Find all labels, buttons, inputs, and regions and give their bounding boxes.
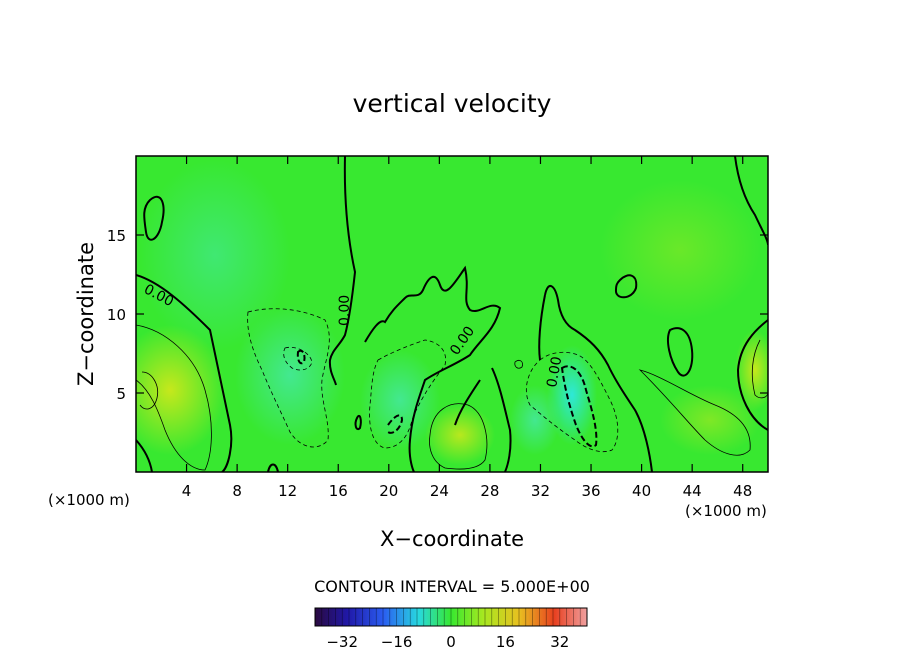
contour-right-spike xyxy=(544,285,653,472)
contour-neg-mid xyxy=(369,339,447,449)
contour-pos-left-inner xyxy=(139,371,159,410)
x-unit-label-right: (×1000 m) xyxy=(685,502,767,520)
contour-center-vertical xyxy=(328,156,357,386)
contour-upper-left-loop xyxy=(143,195,165,241)
zero-contours xyxy=(136,156,768,472)
contour-neg-strong-mid xyxy=(387,414,404,434)
field-region-yellow-left xyxy=(136,325,225,455)
field-region-cyan-mid xyxy=(360,350,440,450)
contour-label-2: 0.00 xyxy=(337,295,353,326)
colorbar-tick-label: 0 xyxy=(446,633,456,651)
contour-jagged-ridge xyxy=(364,265,502,472)
contour-neg-right xyxy=(526,351,619,453)
contour-small-loop-a xyxy=(354,414,362,430)
positive-contours xyxy=(136,324,768,471)
x-tick-label: 20 xyxy=(379,482,398,500)
field-region-cyan-strong-2 xyxy=(510,385,560,455)
contour-neg-strong-left xyxy=(296,349,306,365)
x-tick-label: 44 xyxy=(683,482,702,500)
colorbar: −32 −16 0 16 32 xyxy=(314,607,588,651)
contour-label-4: 0.00 xyxy=(544,355,565,388)
contour-neg-left xyxy=(247,308,330,448)
contour-small-loop-c xyxy=(667,327,694,377)
field-region-yellow-lower-right xyxy=(660,385,760,455)
contour-pos-right-b xyxy=(751,339,768,399)
field-region-yellow-mid xyxy=(425,405,495,465)
contour-center-bottom xyxy=(454,379,481,426)
field-region-cyan-left xyxy=(235,305,345,445)
contour-interval-text: CONTOUR INTERVAL = 5.000E+00 xyxy=(314,577,590,596)
x-tick-label: 36 xyxy=(581,482,600,500)
contour-left-lobe xyxy=(136,274,233,472)
x-tick-label: 4 xyxy=(182,482,192,500)
contour-right-spike-inner xyxy=(538,294,546,361)
colorbar-tick-label: 32 xyxy=(550,633,569,651)
y-tick-label: 10 xyxy=(107,306,126,324)
y-axis: 5 10 15 xyxy=(107,227,768,403)
x-tick-label: 40 xyxy=(632,482,651,500)
x-tick-label: 16 xyxy=(329,482,348,500)
contour-pos-right-a xyxy=(638,369,751,456)
y-tick-label: 5 xyxy=(116,385,126,403)
contour-right-edge xyxy=(736,319,768,431)
strong-negative-contours xyxy=(296,349,598,448)
contour-pos-left-outer xyxy=(136,324,212,471)
contour-pos-small xyxy=(514,359,523,369)
contour-pos-mid xyxy=(429,403,488,470)
x-tick-label: 28 xyxy=(480,482,499,500)
colorbar-ticks: −32 −16 0 16 32 xyxy=(326,633,569,651)
x-tick-label: 12 xyxy=(278,482,297,500)
y-tick-label: 15 xyxy=(107,227,126,245)
colorbar-tick-label: −32 xyxy=(326,633,358,651)
x-axis-label: X−coordinate xyxy=(380,527,524,551)
contour-upper-right xyxy=(734,156,768,246)
colorbar-segments xyxy=(314,608,588,626)
contour-bottom-loop-a xyxy=(267,463,279,472)
x-axis: 4 8 12 16 20 24 28 32 36 40 44 48 xyxy=(182,156,752,500)
plot-area: 0.00 0.00 0.00 0.00 xyxy=(136,156,768,472)
contour-mid-right xyxy=(491,367,512,472)
colorbar-tick-label: −16 xyxy=(381,633,413,651)
x-unit-label-left: (×1000 m) xyxy=(48,491,130,509)
contour-small-loop-b xyxy=(615,274,638,299)
field-region-cyan-upper xyxy=(140,160,290,350)
x-tick-label: 8 xyxy=(232,482,242,500)
chart-title: vertical velocity xyxy=(353,89,552,118)
colorbar-tick-label: 16 xyxy=(496,633,515,651)
y-axis-label: Z−coordinate xyxy=(74,242,98,386)
contour-left-bottom xyxy=(136,439,153,472)
field-region-yellow-upper-right xyxy=(600,180,760,320)
x-tick-label: 48 xyxy=(733,482,752,500)
x-tick-label: 32 xyxy=(531,482,550,500)
x-tick-label: 24 xyxy=(430,482,449,500)
contour-neg-strong-right xyxy=(560,365,598,448)
